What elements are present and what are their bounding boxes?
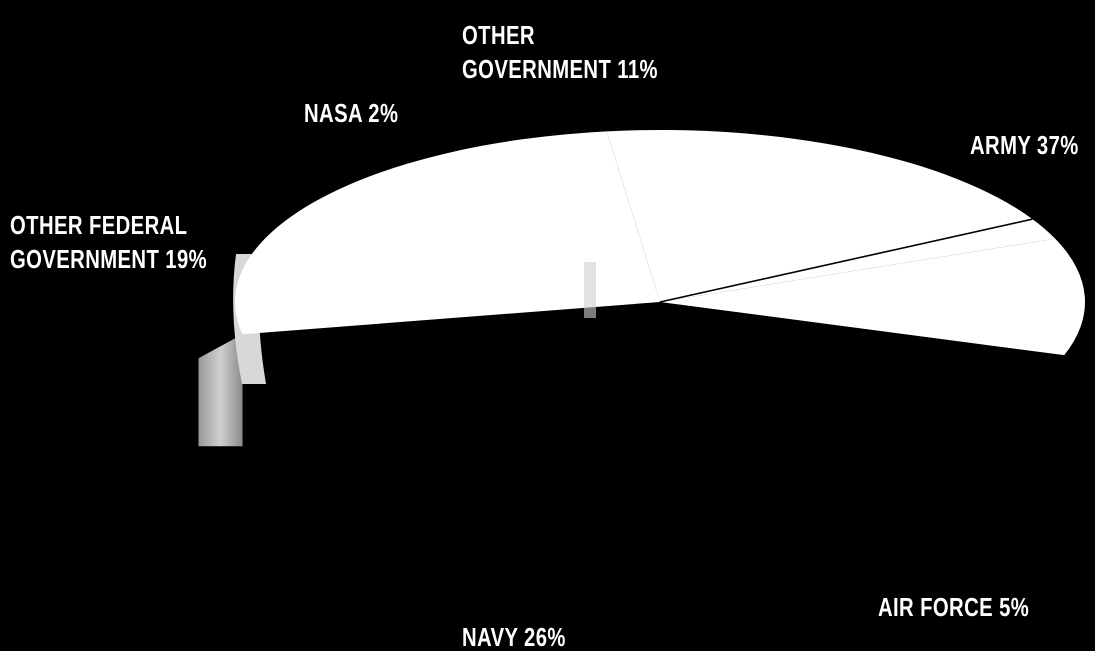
label-nasa-text: NASA 2% <box>304 98 399 128</box>
label-air-force: AIR FORCE 5% <box>878 590 1029 624</box>
label-army: ARMY 37% <box>970 128 1079 162</box>
label-navy: NAVY 26% <box>462 620 566 651</box>
label-nasa: NASA 2% <box>304 96 398 130</box>
label-navy-text: NAVY 26% <box>462 622 566 651</box>
slice-other-federal-government <box>606 130 1033 302</box>
slice-nasa <box>660 219 1056 302</box>
pie-side-wall <box>198 334 243 447</box>
label-air-force-text: AIR FORCE 5% <box>878 592 1030 622</box>
slice-divider-nasa <box>659 218 1033 303</box>
pie-slices <box>198 130 1085 447</box>
label-army-text: ARMY 37% <box>970 130 1079 160</box>
label-other-government: OTHER GOVERNMENT 11% <box>462 18 658 86</box>
label-other-federal-government: OTHER FEDERAL GOVERNMENT 19% <box>10 208 207 276</box>
label-other-government-line-1: OTHER <box>462 20 535 50</box>
label-other-government-line-2: GOVERNMENT 11% <box>462 54 658 84</box>
surface-shading <box>584 262 596 318</box>
slice-navy <box>234 131 660 335</box>
label-other-federal-line-1: OTHER FEDERAL <box>10 210 188 240</box>
slice-other-government <box>660 238 1085 356</box>
label-other-federal-line-2: GOVERNMENT 19% <box>10 244 208 274</box>
